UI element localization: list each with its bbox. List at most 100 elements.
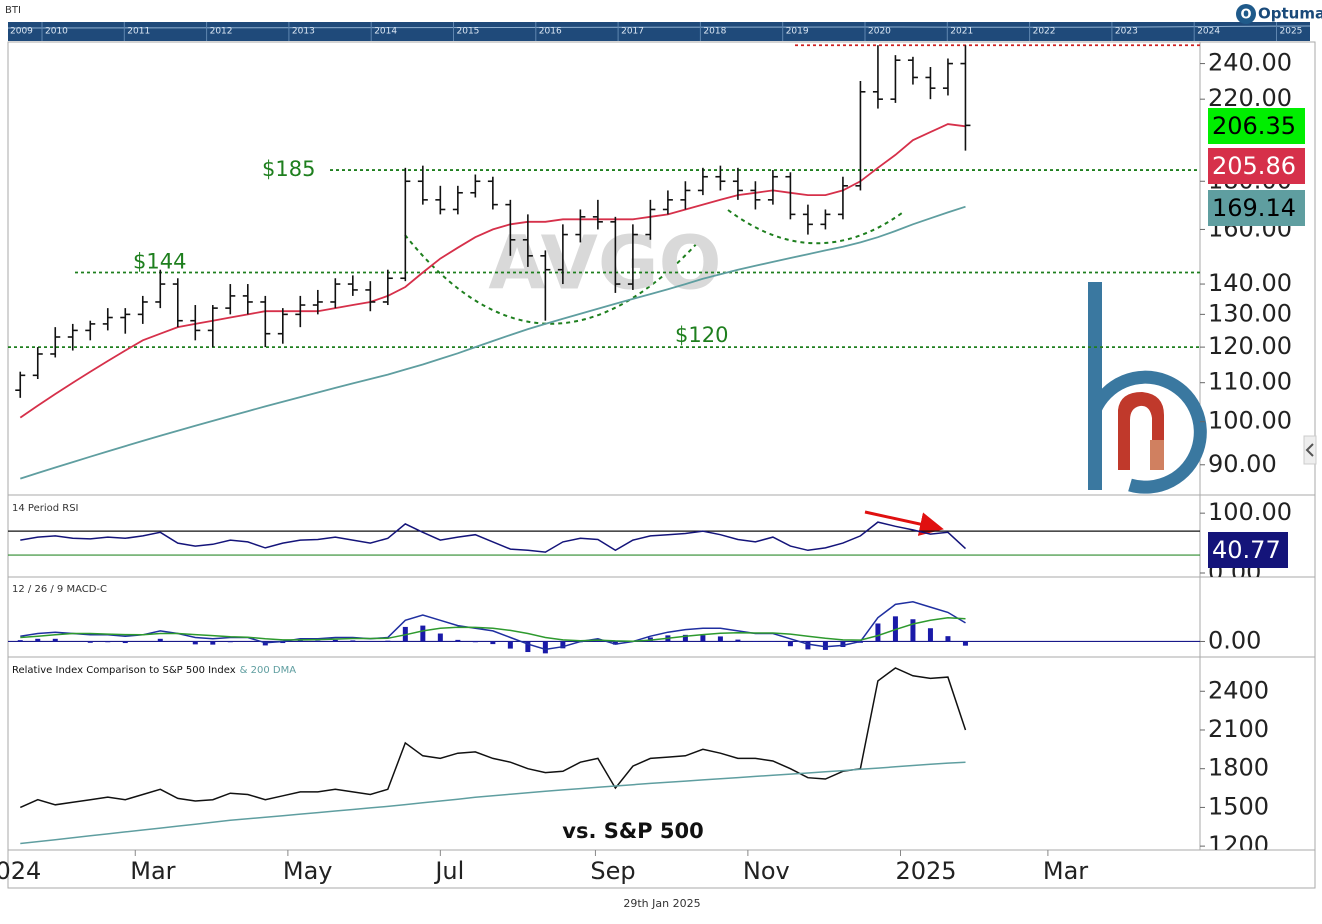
histogram-bar (787, 641, 793, 647)
navigator-year: 2017 (621, 27, 644, 37)
y-tick-label: 2400 (1208, 676, 1269, 704)
series-line (19, 667, 967, 809)
value-tag-label: 205.86 (1212, 152, 1296, 180)
histogram-bar (350, 640, 356, 642)
brand: Optuma (1258, 5, 1322, 23)
x-tick-label: 2025 (896, 857, 957, 885)
navigator-year: 2013 (292, 27, 315, 37)
histogram-bar (962, 641, 968, 646)
annotation-arrow (864, 510, 944, 536)
scroll-arrow (1305, 443, 1314, 457)
histogram-bar (542, 641, 548, 654)
logo-bowl (1089, 370, 1207, 494)
time-axis: 2024 Mar May Jul Sep Nov 2025 Mar (0, 850, 1088, 885)
navigator-year: 2023 (1115, 27, 1138, 37)
value-axis: 1200 1500 1800 2100 2400 (1200, 676, 1269, 859)
navigator-year: 2018 (703, 27, 726, 37)
y-tick-label: 2100 (1208, 715, 1269, 743)
x-tick-label: 2024 (0, 857, 41, 885)
navigator-year: 2012 (210, 27, 233, 37)
navigator-year: 2025 (1280, 27, 1303, 37)
y-tick-label: 220.00 (1208, 84, 1292, 112)
navigator-year: 2014 (374, 27, 397, 37)
y-tick-label: 0.00 (1208, 626, 1261, 654)
value-axis: 0.00 (1200, 626, 1261, 654)
navigator-year: 2010 (45, 27, 68, 37)
histogram-bar (945, 636, 951, 642)
navigator-year: 2011 (127, 27, 150, 37)
y-tick-label: 140.00 (1208, 269, 1292, 297)
value-tag (1208, 108, 1305, 144)
series-line (20, 616, 966, 642)
histogram-bar (735, 639, 741, 642)
histogram-bar (122, 641, 128, 644)
histogram-bar (105, 641, 111, 643)
level-label: $144 (133, 250, 186, 274)
navigator-year: 2019 (786, 27, 809, 37)
value-tag (1208, 532, 1288, 568)
navigator-year: 2020 (868, 27, 891, 37)
y-tick-label: 240.00 (1208, 49, 1292, 77)
cup-arc (727, 209, 903, 245)
y-tick-label: 100.00 (1208, 407, 1292, 435)
value-tag (1208, 148, 1305, 184)
value-tag-label: 206.35 (1212, 112, 1296, 140)
logo (1088, 282, 1207, 494)
histogram-bar (752, 641, 758, 642)
brand-icon (1236, 4, 1256, 24)
plot-area (19, 667, 967, 845)
plot-area: AVGO $185 $144 $120 (8, 44, 1200, 480)
value-tag (1208, 190, 1305, 226)
level-label: $120 (675, 323, 728, 347)
navigator-year: 2016 (539, 27, 562, 37)
y-tick-label: 90.00 (1208, 450, 1277, 478)
chart-title: BTI (5, 5, 21, 16)
series-line (20, 205, 966, 480)
histogram-bar (52, 638, 58, 642)
histogram-bar (910, 619, 916, 642)
y-tick-label: 100.00 (1208, 498, 1292, 526)
histogram-bar (420, 625, 426, 642)
navigator-year: 2024 (1197, 27, 1220, 37)
panel-title: 12 / 26 / 9 MACD-C (12, 584, 107, 595)
y-tick-label: 130.00 (1208, 299, 1292, 327)
y-tick-label: 1200 (1208, 831, 1269, 859)
histogram-bar (927, 628, 933, 642)
histogram-bar (490, 641, 496, 645)
scroll-handle[interactable] (1303, 435, 1317, 465)
histogram-bar (455, 639, 461, 642)
navigator-year: 2022 (1033, 27, 1056, 37)
y-tick-label: 120.00 (1208, 332, 1292, 360)
histogram-bar (717, 636, 723, 642)
watermark: AVGO (488, 221, 721, 307)
logo-inner (1118, 392, 1164, 470)
x-tick-label: May (283, 857, 333, 885)
value-tag-label: 40.77 (1212, 536, 1281, 564)
plot-area (8, 521, 1200, 556)
navigator-year: 2009 (10, 27, 33, 37)
series-line (20, 761, 966, 845)
histogram-bar (875, 623, 881, 642)
histogram-bar (210, 641, 216, 645)
histogram-bar (682, 634, 688, 642)
panel-title: 14 Period RSI (12, 503, 79, 514)
histogram-bar (157, 638, 163, 642)
x-tick-label: Mar (130, 857, 175, 885)
y-tick-label: 1800 (1208, 754, 1269, 782)
histogram-bar (770, 641, 776, 642)
legend-entry: & 200 DMA (240, 665, 297, 676)
histogram-bar (315, 640, 321, 642)
histogram-bar (227, 641, 233, 643)
histogram-bar (805, 641, 811, 650)
logo-stem (1088, 282, 1102, 490)
x-tick-label: Sep (590, 857, 635, 885)
x-tick-label: Mar (1043, 857, 1088, 885)
histogram-bar (87, 641, 93, 643)
series-line (20, 521, 967, 553)
footer-date: 29th Jan 2025 (623, 897, 700, 910)
level-label: $185 (262, 157, 315, 181)
y-tick-label: 110.00 (1208, 368, 1292, 396)
histogram-bar (822, 641, 828, 650)
histogram-bar (35, 638, 41, 642)
